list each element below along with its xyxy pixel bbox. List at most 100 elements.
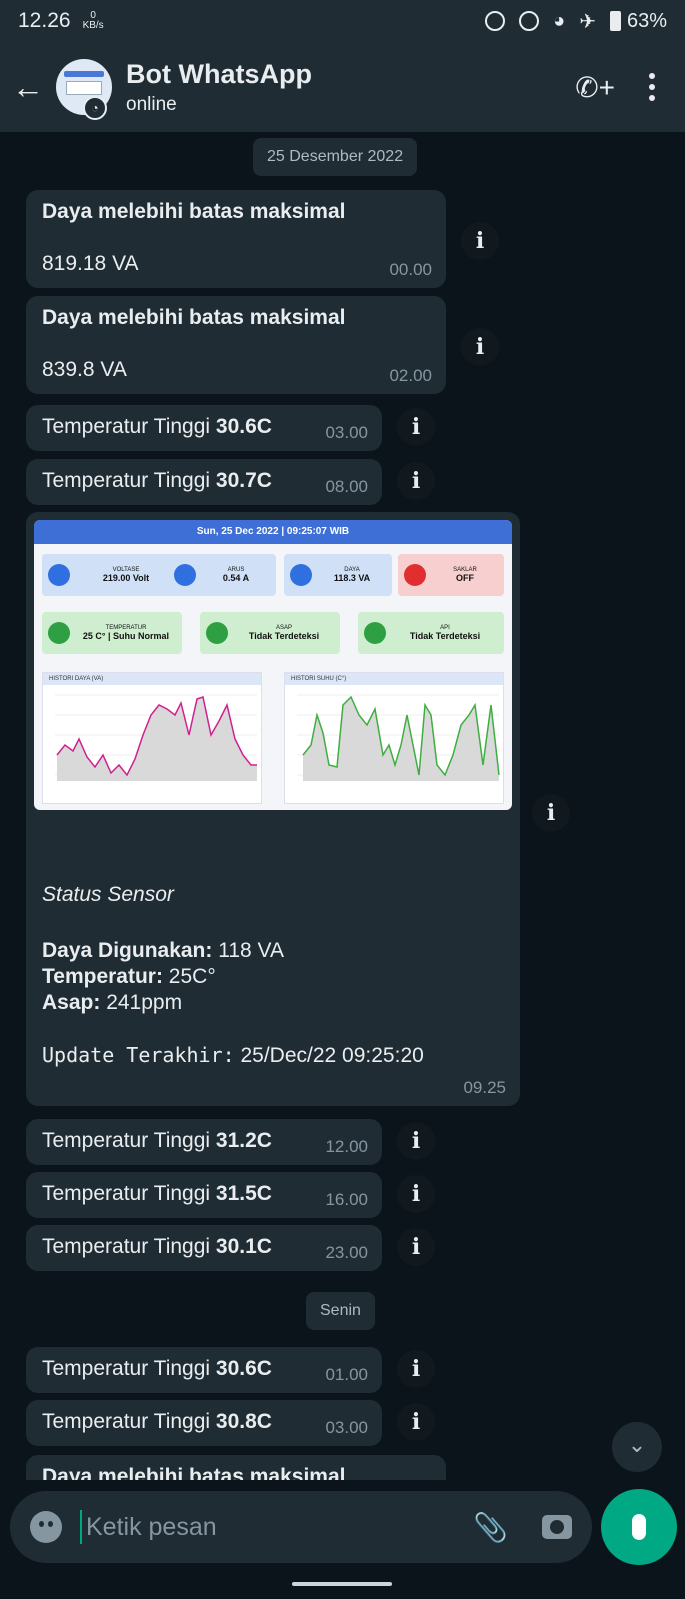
message-bubble[interactable]: Temperatur Tinggi 30.7C 08.00 (26, 459, 382, 505)
back-arrow-icon[interactable]: ← (12, 68, 44, 105)
temperature-value: 30.6C (215, 415, 272, 438)
info-icon[interactable]: i (397, 1175, 435, 1213)
text-caret (80, 1510, 82, 1544)
chart-daya-panel: HISTORI DAYA (VA) (42, 672, 262, 804)
info-icon[interactable]: i (397, 408, 435, 446)
message-title: Daya melebihi batas maksimal (42, 306, 346, 329)
message-bubble[interactable]: Temperatur Tinggi 31.5C 16.00 (26, 1172, 382, 1218)
status-icons: ◕ ✈ 63% (485, 9, 667, 34)
plug-icon (404, 564, 426, 586)
message-value: 839.8 VA (42, 358, 127, 381)
message-bubble[interactable]: Temperatur Tinggi 30.6C 01.00 (26, 1347, 382, 1393)
chat-area[interactable]: 25 Desember 2022 Daya melebihi batas mak… (0, 132, 685, 1480)
chart-suhu-panel: HISTORI SUHU (C°) (284, 672, 504, 804)
card-daya: DAYA 118.3 VA (284, 554, 392, 596)
message-bubble[interactable]: Temperatur Tinggi 30.6C 03.00 (26, 405, 382, 451)
status-ring-icon: ◔ (83, 96, 107, 120)
home-gesture-bar[interactable] (292, 1582, 392, 1586)
message-time: 08.00 (325, 477, 368, 496)
message-time: 23.00 (325, 1243, 368, 1262)
message-time: 09.25 (463, 1078, 506, 1097)
message-composer: 📎 (10, 1491, 592, 1563)
message-bubble[interactable]: Temperatur Tinggi 30.8C 03.00 (26, 1400, 382, 1446)
camera-icon[interactable] (542, 1515, 572, 1539)
info-icon[interactable]: i (397, 1350, 435, 1388)
info-icon[interactable]: i (397, 1403, 435, 1441)
message-value: 819.18 VA (42, 252, 139, 275)
airplane-icon: ✈ (579, 10, 596, 33)
date-chip: 25 Desember 2022 (253, 138, 418, 176)
message-bubble[interactable]: Temperatur Tinggi 31.2C 12.00 (26, 1119, 382, 1165)
temperature-value: 30.6C (215, 1357, 272, 1380)
daya-history-chart (55, 694, 257, 781)
mic-button[interactable] (601, 1489, 677, 1565)
sensor-temperatur: Temperatur: 25C° (42, 965, 216, 988)
message-time: 01.00 (325, 1365, 368, 1384)
fire-extinguisher-icon (364, 622, 386, 644)
info-icon[interactable]: i (532, 794, 570, 832)
card-temperatur: TEMPERATUR 25 C° | Suhu Normal (42, 612, 182, 654)
bulb-icon (174, 564, 196, 586)
clock: 12.26 (18, 9, 71, 32)
scroll-down-icon[interactable]: ⌄ (612, 1422, 662, 1472)
sensor-asap: Asap: 241ppm (42, 991, 183, 1014)
temperature-value: 31.2C (215, 1129, 272, 1152)
mic-icon (632, 1514, 646, 1540)
bulb-icon (290, 564, 312, 586)
emoji-icon[interactable] (30, 1511, 62, 1543)
contact-info[interactable]: Bot WhatsApp online (126, 59, 312, 116)
message-time: 03.00 (325, 1418, 368, 1437)
info-icon[interactable]: i (461, 222, 499, 260)
network-speed: 0 KB/s (82, 10, 104, 31)
card-api: API Tidak Terdeteksi (358, 612, 504, 654)
contact-status: online (126, 93, 177, 115)
message-bubble[interactable]: Daya melebihi batas maksimal 819.18 VA 0… (26, 190, 446, 288)
attach-icon[interactable]: 📎 (473, 1511, 508, 1543)
sensor-update: Update Terakhir: 25/Dec/22 09:25:20 (42, 1043, 424, 1067)
dashboard-header: Sun, 25 Dec 2022 | 09:25:07 WIB (34, 520, 512, 544)
add-call-icon[interactable]: ✆+ (575, 71, 615, 103)
suhu-history-chart (297, 694, 500, 781)
card-saklar: SAKLAR OFF (398, 554, 504, 596)
card-arus: ARUS 0.54 A (168, 554, 276, 596)
contact-name: Bot WhatsApp (126, 58, 312, 89)
message-time: 00.00 (389, 260, 432, 279)
date-chip: Senin (306, 1292, 375, 1330)
temperature-value: 30.8C (215, 1410, 272, 1433)
battery-icon (609, 11, 621, 31)
info-icon[interactable]: i (397, 1228, 435, 1266)
info-icon[interactable]: i (397, 1122, 435, 1160)
message-bubble[interactable]: Temperatur Tinggi 30.1C 23.00 (26, 1225, 382, 1271)
temperature-value: 30.1C (215, 1235, 272, 1258)
wifi-icon: ◕ (553, 9, 566, 32)
system-nav-bar (0, 1572, 685, 1599)
message-title: Daya melebihi batas maksimal (42, 200, 346, 223)
info-icon[interactable]: i (397, 462, 435, 500)
chat-header: ← ◔ Bot WhatsApp online ✆+ (0, 42, 685, 132)
status-bar: 12.26 0 KB/s ◕ ✈ 63% (0, 0, 685, 42)
alarm-icon (485, 11, 506, 31)
temperature-value: 31.5C (215, 1182, 272, 1205)
thermometer-icon (48, 622, 70, 644)
message-bubble[interactable]: Daya melebihi batas maksimal 839.8 VA 02… (26, 296, 446, 394)
dashboard-screenshot[interactable]: Sun, 25 Dec 2022 | 09:25:07 WIB VOLTASE 2… (34, 520, 512, 810)
temperature-value: 30.7C (215, 469, 272, 492)
card-voltase: VOLTASE 219.00 Volt (42, 554, 182, 596)
status-sensor-title: Status Sensor (42, 883, 174, 906)
sensor-daya: Daya Digunakan: 118 VA (42, 939, 284, 962)
smoke-icon (206, 622, 228, 644)
message-bubble[interactable]: Daya melebihi batas maksimal (26, 1455, 446, 1480)
image-message-bubble[interactable]: Sun, 25 Dec 2022 | 09:25:07 WIB VOLTASE 2… (26, 512, 520, 1106)
more-options-icon[interactable] (649, 73, 655, 101)
message-title: Daya melebihi batas maksimal (42, 1465, 346, 1480)
lightning-icon (48, 564, 70, 586)
message-time: 16.00 (325, 1190, 368, 1209)
message-time: 12.00 (325, 1137, 368, 1156)
dnd-icon (519, 11, 540, 31)
card-asap: ASAP Tidak Terdeteksi (200, 612, 340, 654)
message-time: 02.00 (389, 366, 432, 385)
message-time: 03.00 (325, 423, 368, 442)
message-input[interactable] (86, 1512, 426, 1542)
info-icon[interactable]: i (461, 328, 499, 366)
battery-level: 63% (626, 9, 667, 32)
